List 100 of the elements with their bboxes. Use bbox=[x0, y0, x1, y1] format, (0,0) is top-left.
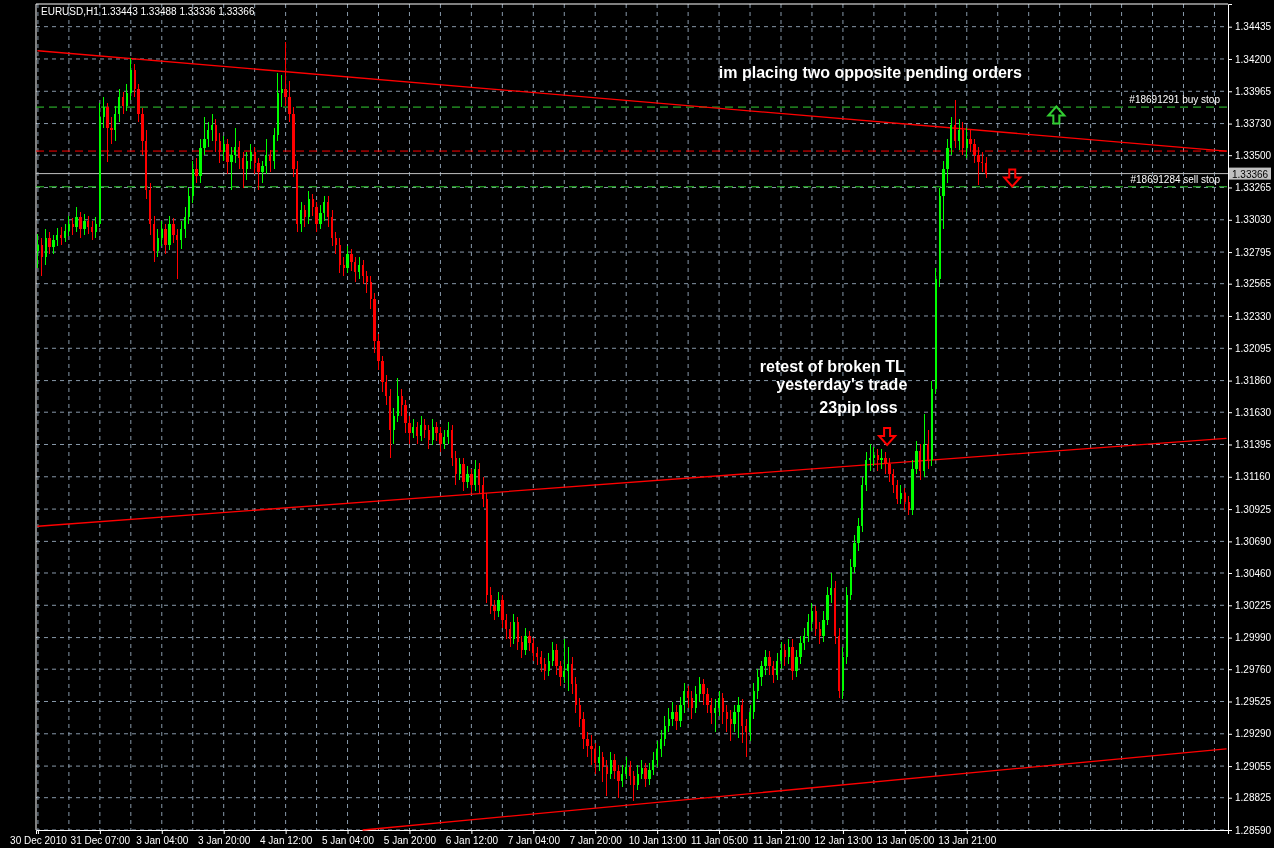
candlestick bbox=[760, 660, 763, 687]
candlestick bbox=[613, 753, 616, 780]
y-tick-label: 1.32330 bbox=[1235, 310, 1272, 322]
y-tick-label: 1.33730 bbox=[1235, 118, 1272, 130]
candlestick bbox=[79, 211, 82, 239]
candlestick bbox=[586, 731, 589, 758]
y-tick-label: 1.30690 bbox=[1235, 536, 1272, 548]
candlestick bbox=[768, 650, 771, 676]
y-tick-label: 1.33500 bbox=[1235, 149, 1272, 161]
candlestick bbox=[872, 446, 876, 467]
candlestick bbox=[319, 204, 322, 230]
y-tick-label: 1.29055 bbox=[1235, 760, 1272, 772]
candlestick bbox=[698, 676, 701, 703]
candlestick bbox=[690, 690, 694, 720]
candlestick bbox=[230, 146, 233, 191]
candlestick bbox=[880, 448, 883, 470]
candlestick bbox=[404, 399, 407, 434]
candlestick bbox=[640, 759, 643, 780]
candlestick bbox=[915, 440, 918, 475]
candlestick bbox=[83, 213, 86, 236]
candlestick bbox=[466, 465, 469, 489]
candlestick bbox=[888, 457, 891, 483]
candlestick bbox=[857, 517, 860, 552]
candlestick bbox=[652, 751, 655, 776]
candlestick bbox=[590, 734, 593, 766]
candlestick bbox=[791, 638, 794, 681]
candlestick bbox=[249, 143, 252, 170]
candlestick bbox=[121, 91, 125, 115]
y-tick-label: 1.32565 bbox=[1235, 278, 1272, 290]
candlestick bbox=[288, 80, 291, 123]
ref-line-label: 1.33366 bbox=[1232, 168, 1269, 180]
candlestick bbox=[458, 457, 461, 481]
y-tick-label: 1.28825 bbox=[1235, 792, 1272, 804]
candlestick bbox=[617, 764, 620, 799]
y-tick-label: 1.31395 bbox=[1235, 439, 1272, 451]
annotation: retest of broken TL bbox=[759, 357, 905, 375]
candlestick bbox=[102, 96, 105, 129]
y-tick-label: 1.32095 bbox=[1235, 342, 1272, 354]
candlestick bbox=[799, 635, 802, 665]
candlestick bbox=[737, 696, 740, 739]
y-tick-label: 1.29525 bbox=[1235, 696, 1272, 708]
candlestick bbox=[555, 643, 558, 676]
chart-title: EURUSD,H1 1.33443 1.33488 1.33336 1.33366 bbox=[41, 6, 255, 17]
y-tick-label: 1.32795 bbox=[1235, 246, 1272, 258]
candlestick bbox=[164, 223, 167, 255]
candlestick bbox=[350, 248, 353, 272]
candlestick bbox=[412, 418, 415, 439]
candlestick bbox=[462, 457, 465, 492]
x-tick-label: 10 Jan 13:00 bbox=[628, 835, 688, 847]
x-tick-label: 3 Jan 20:00 bbox=[198, 835, 251, 847]
x-tick-label: 13 Jan 21:00 bbox=[938, 835, 997, 847]
candlestick bbox=[342, 256, 345, 277]
candlestick bbox=[764, 649, 767, 676]
y-tick-label: 1.30460 bbox=[1235, 567, 1272, 579]
candlestick bbox=[648, 762, 651, 786]
candlestick bbox=[659, 729, 663, 758]
candlestick bbox=[125, 83, 129, 112]
candlestick bbox=[671, 701, 674, 727]
candlestick bbox=[679, 696, 682, 728]
annotation: 23pip loss bbox=[819, 398, 898, 416]
y-tick-label: 1.31160 bbox=[1235, 471, 1271, 483]
y-tick-label: 1.33265 bbox=[1235, 182, 1272, 194]
y-tick-label: 1.31860 bbox=[1235, 375, 1272, 387]
candlestick bbox=[632, 770, 636, 802]
candlestick bbox=[787, 638, 790, 665]
candlestick bbox=[346, 245, 349, 274]
ref-line-label: #18691284 sell stop bbox=[1130, 173, 1221, 185]
candlestick bbox=[354, 256, 357, 283]
candlestick bbox=[601, 751, 605, 783]
x-tick-label: 3 Jan 04:00 bbox=[136, 835, 189, 847]
candlestick bbox=[439, 426, 442, 453]
candlestick bbox=[772, 660, 775, 684]
candlestick bbox=[381, 355, 384, 393]
candlestick bbox=[508, 621, 512, 648]
y-tick-label: 1.33965 bbox=[1235, 85, 1272, 97]
candlestick bbox=[528, 630, 531, 652]
y-tick-label: 1.28590 bbox=[1235, 824, 1272, 836]
y-tick-label: 1.29760 bbox=[1235, 663, 1272, 675]
candlestick bbox=[675, 704, 678, 731]
candlestick bbox=[559, 660, 562, 687]
candlestick bbox=[795, 649, 798, 678]
candlestick bbox=[717, 690, 721, 717]
candlestick bbox=[644, 762, 647, 788]
x-tick-label: 13 Jan 05:00 bbox=[876, 835, 935, 847]
candlestick bbox=[257, 157, 260, 191]
candlestick bbox=[207, 121, 210, 148]
candlestick bbox=[110, 116, 113, 145]
candlestick bbox=[168, 215, 171, 251]
candlestick bbox=[470, 468, 473, 494]
candlestick bbox=[946, 138, 949, 184]
candlestick bbox=[408, 415, 411, 445]
candlestick bbox=[52, 234, 55, 255]
candlestick bbox=[365, 270, 369, 294]
x-tick-label: 6 Jan 12:00 bbox=[445, 835, 499, 847]
candlestick bbox=[160, 220, 163, 247]
candlestick bbox=[172, 217, 175, 244]
candlestick bbox=[597, 745, 601, 772]
candlestick bbox=[377, 333, 380, 371]
x-tick-label: 30 Dec 2010 bbox=[10, 835, 68, 847]
x-tick-label: 11 Jan 21:00 bbox=[752, 835, 811, 847]
